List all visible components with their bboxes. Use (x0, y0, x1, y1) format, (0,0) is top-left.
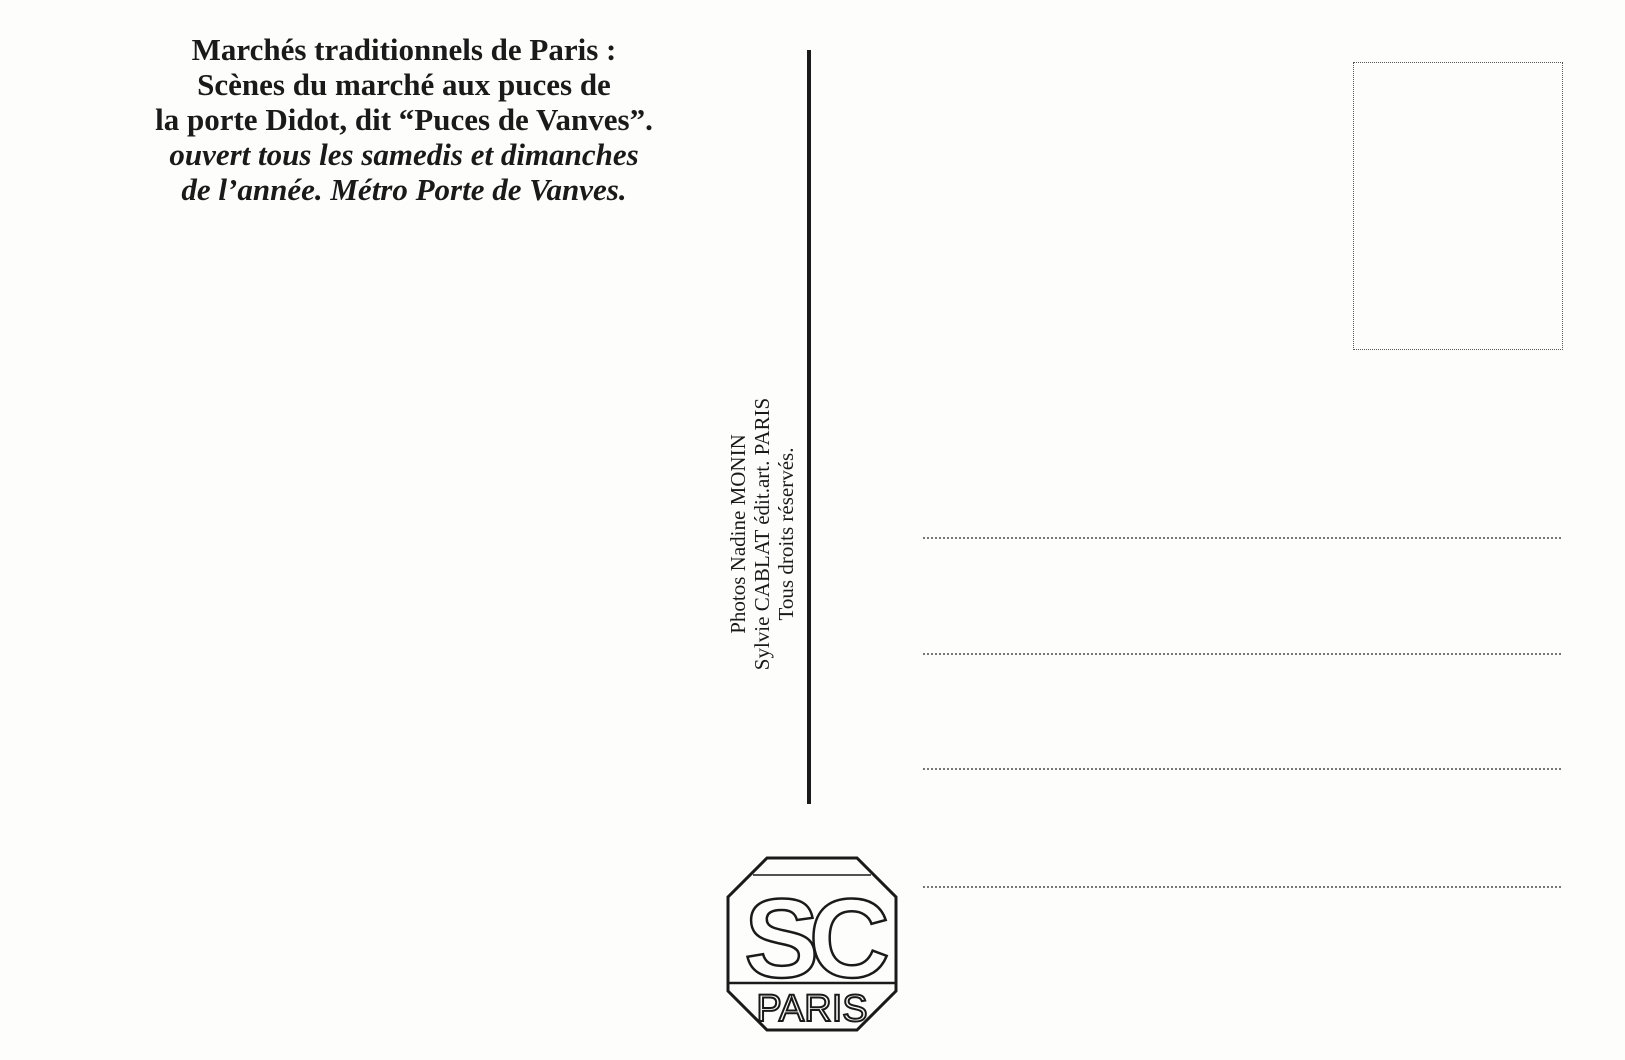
address-line (923, 537, 1561, 539)
address-line (923, 653, 1561, 655)
photo-credits: Photos Nadine MONIN Sylvie CABLAT édit.a… (726, 398, 798, 670)
logo-monogram: SC (744, 876, 887, 1001)
logo-city: PARIS (756, 988, 867, 1030)
postcard-caption: Marchés traditionnels de Paris : Scènes … (104, 32, 704, 207)
caption-line: Scènes du marché aux puces de (197, 67, 611, 102)
center-divider (807, 50, 811, 804)
credit-line: Photos Nadine MONIN (726, 434, 750, 634)
caption-line: la porte Didot, dit “Puces de Vanves”. (155, 102, 653, 137)
caption-line: de l’année. Métro Porte de Vanves. (181, 172, 627, 207)
stamp-box (1353, 62, 1563, 350)
address-line (923, 886, 1561, 888)
caption-line: ouvert tous les samedis et dimanches (169, 137, 639, 172)
credit-line: Sylvie CABLAT édit.art. PARIS (750, 397, 774, 671)
sc-paris-logo: SC PARIS (726, 856, 898, 1032)
caption-line: Marchés traditionnels de Paris : (191, 32, 617, 67)
credit-line: Tous droits réservés. (774, 447, 798, 621)
address-line (923, 768, 1561, 770)
